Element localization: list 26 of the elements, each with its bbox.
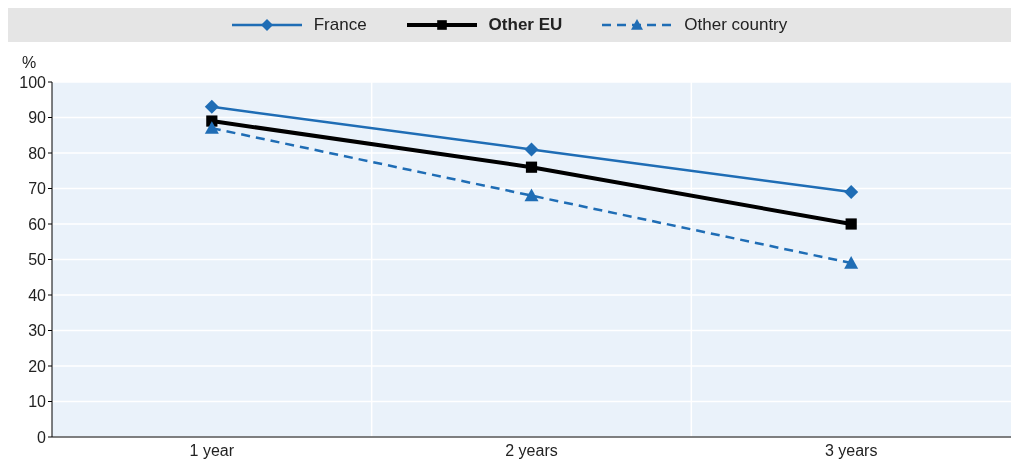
point	[524, 188, 539, 202]
point	[524, 142, 539, 157]
legend-label: Other EU	[488, 15, 563, 35]
y-tick-label: 90	[28, 109, 47, 127]
y-axis-title: %	[22, 54, 37, 72]
y-tick-label: 50	[28, 251, 47, 269]
y-tick-label: 10	[28, 393, 47, 411]
point	[844, 256, 859, 269]
point	[845, 218, 857, 230]
y-tick-label: 70	[28, 180, 47, 198]
x-tick-label: 1 year	[189, 442, 235, 460]
y-tick-label: 20	[28, 357, 47, 375]
x-tick-label: 3 years	[824, 442, 878, 460]
legend-label: France	[313, 15, 367, 35]
x-tick-label: 2 years	[505, 442, 558, 460]
point	[204, 99, 219, 114]
y-tick-label: 30	[28, 322, 47, 340]
point	[204, 121, 219, 134]
point	[525, 161, 538, 173]
legend-label: Other country	[684, 15, 788, 35]
y-tick-label: 60	[28, 215, 47, 233]
y-tick-label: 0	[37, 428, 47, 446]
y-tick-label: 80	[28, 144, 47, 162]
point	[844, 185, 859, 200]
y-tick-label: 40	[28, 286, 47, 304]
y-tick-label: 100	[19, 73, 47, 91]
